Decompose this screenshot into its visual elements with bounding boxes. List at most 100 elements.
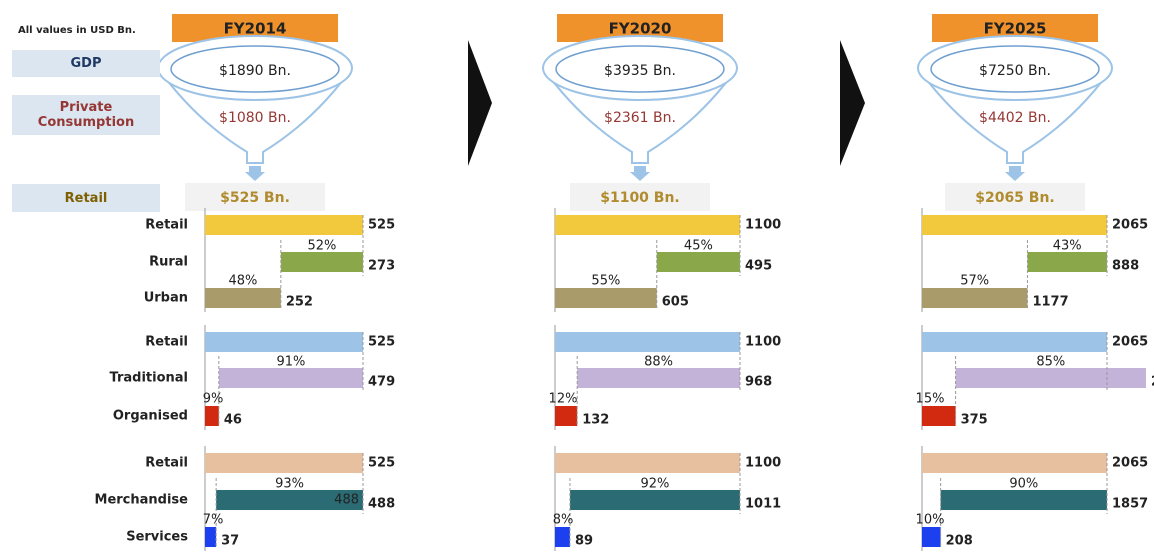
down-arrow (1005, 166, 1025, 181)
bar (922, 527, 941, 547)
value-label: 479 (368, 375, 395, 390)
value-label: 888 (1112, 259, 1139, 274)
value-label: 1100 (745, 456, 781, 471)
share-label: 92% (641, 477, 670, 492)
row-label: GDP (12, 50, 160, 77)
bar-label: Organised (113, 409, 188, 424)
value-label: 488 (334, 493, 359, 508)
value-label: 968 (745, 375, 772, 390)
value-label: 1177 (1032, 295, 1068, 310)
share-label: 43% (1053, 239, 1082, 254)
bar-label: Merchandise (95, 493, 189, 508)
bar (555, 215, 740, 235)
value-label: 252 (286, 295, 313, 310)
share-label: 85% (1036, 355, 1065, 370)
bar (656, 252, 740, 272)
bar (205, 332, 363, 352)
bar (577, 368, 740, 388)
bar-label: Traditional (110, 371, 188, 386)
value-label: 273 (368, 259, 395, 274)
row-label: Retail (12, 184, 160, 212)
period-title: FY2025 (984, 20, 1047, 38)
period-title: FY2020 (609, 20, 672, 38)
bar-label: Services (126, 530, 188, 545)
consumption-value: $1080 Bn. (219, 110, 291, 126)
share-label: 52% (307, 239, 336, 254)
bar (922, 288, 1028, 308)
down-arrow (245, 166, 265, 181)
value-label: 46 (224, 413, 242, 428)
share-label: 57% (960, 274, 989, 289)
share-label: 45% (684, 239, 713, 254)
bar (555, 288, 657, 308)
bar-label: Retail (145, 456, 188, 471)
bar (1027, 252, 1107, 272)
bar-label: Urban (144, 291, 188, 306)
period-title: FY2014 (224, 20, 287, 38)
consumption-value: $4402 Bn. (979, 110, 1051, 126)
funnel-top-inner (170, 45, 340, 93)
value-label: 37 (221, 534, 239, 549)
value-label: 2065 (1112, 218, 1148, 233)
bar (555, 527, 570, 547)
bar-label: Retail (145, 218, 188, 233)
value-label: 208 (946, 534, 973, 549)
bar (205, 527, 217, 547)
value-label: 1857 (1112, 497, 1148, 512)
row-label: Private Consumption (12, 95, 160, 135)
value-label: 2125 (1151, 375, 1154, 390)
bar (922, 332, 1107, 352)
bar (216, 490, 363, 510)
retail-value: $2065 Bn. (975, 190, 1055, 206)
value-label: 605 (662, 295, 689, 310)
bar (940, 490, 1107, 510)
value-label: 525 (368, 335, 395, 350)
share-label: 93% (275, 477, 304, 492)
retail-box (570, 183, 710, 211)
bar (280, 252, 363, 272)
share-label: 55% (591, 274, 620, 289)
value-label: 495 (745, 259, 772, 274)
value-label: 525 (368, 218, 395, 233)
gdp-value: $3935 Bn. (604, 63, 676, 79)
bar (218, 368, 363, 388)
arrow (840, 40, 865, 166)
value-label: 525 (368, 456, 395, 471)
bar (569, 490, 740, 510)
bar (555, 406, 578, 426)
bar (205, 288, 281, 308)
bar (922, 215, 1107, 235)
value-label: 1100 (745, 218, 781, 233)
retail-value: $1100 Bn. (600, 190, 680, 206)
value-label: 488 (368, 497, 395, 512)
value-label: 132 (582, 413, 609, 428)
consumption-value: $2361 Bn. (604, 110, 676, 126)
share-label: 7% (203, 513, 224, 528)
bar-label: Retail (145, 335, 188, 350)
gdp-value: $7250 Bn. (979, 63, 1051, 79)
bar (205, 453, 363, 473)
bar (955, 368, 1146, 388)
share-label: 8% (553, 513, 574, 528)
value-label: 89 (575, 534, 593, 549)
note: All values in USD Bn. (18, 25, 136, 36)
share-label: 12% (549, 392, 578, 407)
bar (922, 453, 1107, 473)
retail-box (185, 183, 325, 211)
share-label: 9% (203, 392, 224, 407)
share-label: 91% (276, 355, 305, 370)
funnel-top-inner (930, 45, 1100, 93)
bar (922, 406, 956, 426)
gdp-value: $1890 Bn. (219, 63, 291, 79)
value-label: 1100 (745, 335, 781, 350)
bar (205, 406, 219, 426)
share-label: 90% (1009, 477, 1038, 492)
share-label: 15% (916, 392, 945, 407)
share-label: 10% (916, 513, 945, 528)
bar (555, 453, 740, 473)
value-label: 2065 (1112, 335, 1148, 350)
funnel-top-inner (555, 45, 725, 93)
retail-value: $525 Bn. (220, 190, 290, 206)
